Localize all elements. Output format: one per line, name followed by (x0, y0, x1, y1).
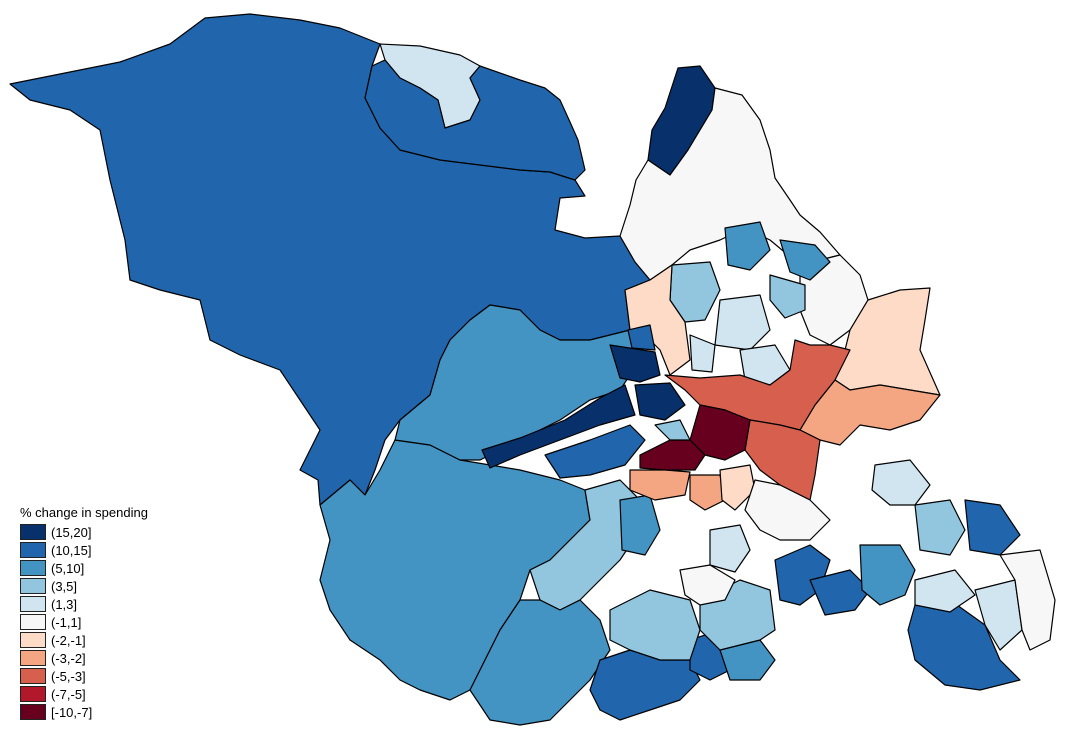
legend-entry: (-3,-2] (20, 649, 148, 667)
region-north-central-pale-3[interactable] (689, 334, 716, 373)
legend-label: (-7,-5] (51, 686, 86, 702)
legend-swatch (20, 632, 46, 648)
legend-label: (-1,1] (51, 614, 82, 630)
region-central-peach[interactable] (719, 464, 756, 511)
legend-label: (1,3] (51, 596, 78, 612)
legend-swatch (20, 524, 46, 540)
legend-title: % change in spending (20, 505, 148, 520)
legend-entry: (10,15] (20, 541, 148, 559)
region-west-dark-lower[interactable] (634, 382, 686, 421)
legend-label: (15,20] (51, 524, 92, 540)
legend-entry: [-10,-7] (20, 703, 148, 721)
legend: % change in spending (15,20] (10,15] (5,10… (20, 505, 148, 721)
region-east-white[interactable] (799, 254, 869, 346)
region-south-white-2[interactable] (744, 479, 831, 541)
region-west-blue-small[interactable] (627, 324, 656, 351)
region-north-central-light-2[interactable] (769, 274, 806, 319)
region-west-dark-arm[interactable] (481, 384, 636, 469)
legend-swatch (20, 542, 46, 558)
legend-swatch (20, 614, 46, 630)
legend-entry: (-1,1] (20, 613, 148, 631)
legend-label: (-5,-3] (51, 668, 86, 684)
region-north-central-pale[interactable] (714, 294, 771, 351)
region-north-enclave-inner[interactable] (364, 59, 586, 181)
region-north-east-white[interactable] (619, 87, 841, 281)
legend-label: (10,15] (51, 542, 92, 558)
region-north-central-mid[interactable] (724, 221, 771, 271)
region-south-east-dark-b[interactable] (809, 569, 871, 616)
legend-entry: (5,10] (20, 559, 148, 577)
legend-entry: (3,5] (20, 577, 148, 595)
region-east-dark[interactable] (964, 499, 1021, 556)
legend-label: (3,5] (51, 578, 78, 594)
legend-entry: (15,20] (20, 523, 148, 541)
region-north-central-mid-2[interactable] (779, 239, 831, 281)
legend-entry: (-5,-3] (20, 667, 148, 685)
region-south-light-a[interactable] (609, 589, 701, 661)
region-far-south-east[interactable] (907, 599, 1021, 691)
legend-entry: (-2,-1] (20, 631, 148, 649)
legend-swatch (20, 704, 46, 720)
legend-swatch (20, 668, 46, 684)
legend-entry: (-7,-5] (20, 685, 148, 703)
legend-swatch (20, 560, 46, 576)
region-east-pale-a[interactable] (914, 569, 976, 613)
region-west-blue-arm[interactable] (544, 424, 646, 479)
legend-swatch (20, 650, 46, 666)
region-south-mid-b[interactable] (619, 494, 661, 556)
region-west-dark-upper[interactable] (609, 344, 661, 383)
legend-entry: (1,3] (20, 595, 148, 613)
legend-label: (5,10] (51, 560, 85, 576)
region-city-centre-darkest-2[interactable] (639, 439, 706, 471)
legend-label: (-3,-2] (51, 650, 86, 666)
region-east-light[interactable] (871, 459, 931, 506)
legend-label: [-10,-7] (51, 704, 93, 720)
region-central-red-2[interactable] (744, 419, 821, 501)
region-east-pale-b[interactable] (974, 579, 1023, 651)
region-west-central-mid[interactable] (394, 304, 641, 461)
legend-swatch (20, 578, 46, 594)
region-central-salmon[interactable] (629, 469, 691, 501)
legend-label: (-2,-1] (51, 632, 86, 648)
region-central-light-blue[interactable] (654, 419, 691, 441)
region-east-mid[interactable] (859, 544, 916, 606)
region-south-central-medium[interactable] (469, 599, 611, 726)
legend-swatch (20, 686, 46, 702)
region-south-pale[interactable] (709, 524, 751, 573)
legend-swatch (20, 596, 46, 612)
region-central-salmon-2[interactable] (689, 474, 726, 511)
region-east-light-2[interactable] (914, 499, 966, 556)
region-east-white-2[interactable] (999, 549, 1056, 651)
